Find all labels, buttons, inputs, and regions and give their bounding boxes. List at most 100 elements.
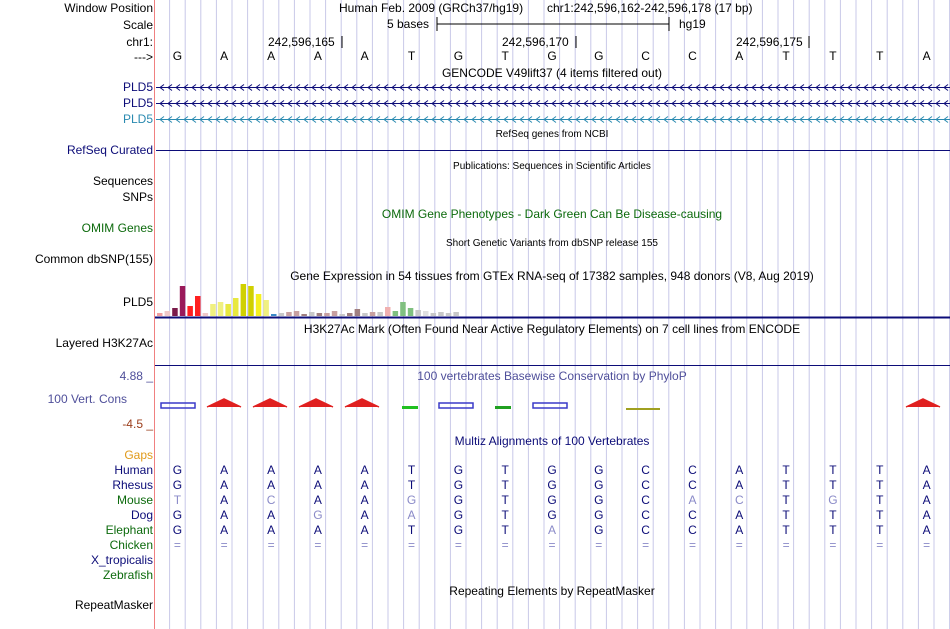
rhesus-aligned-base: G [172,478,183,492]
human-aligned-base: G [594,463,604,477]
gtex-tissue-bar [225,304,231,316]
publications-track-title: Publications: Sequences in Scientific Ar… [453,161,651,172]
gencode-pld5-label-2[interactable]: PLD5 [122,96,153,110]
gtex-tissue-bar [415,310,421,316]
elephant-aligned-base: T [782,523,790,537]
gtex-tissue-bar [407,308,414,316]
reference-base: T [876,49,884,63]
reference-base: T [782,49,790,63]
gtex-tissue-bar [331,311,338,316]
gencode-pld5-label-3[interactable]: PLD5 [122,112,153,126]
cons-min-label: -4.5 _ [122,417,153,431]
strand-arrow-label: ---> [134,50,153,64]
phylop-negative-score [160,402,196,409]
dog-aligned-base: A [735,508,744,522]
mouse-aligned-base: G [828,493,838,507]
chicken-aligned-base: = [267,538,275,552]
gtex-tissue-bar [271,314,277,316]
gencode-track-title: GENCODE V49lift37 (4 items filtered out) [441,66,663,80]
gtex-tissue-bar [210,304,216,316]
dog-aligned-base: G [453,508,464,522]
rhesus-aligned-base: T [829,478,837,492]
human-aligned-base: T [876,463,884,477]
human-aligned-base: T [829,463,837,477]
mouse-aligned-base: A [922,493,931,507]
coordinate-tick-3: 242,596,175 [736,35,803,49]
gtex-tissue-bar [377,312,383,316]
refseq-track-title: RefSeq genes from NCBI [495,129,609,140]
species-zebrafish-label: Zebrafish [102,568,153,582]
layered-h3k27ac-label[interactable]: Layered H3K27Ac [55,336,153,350]
elephant-aligned-base: T [407,523,416,537]
elephant-aligned-base: A [547,523,557,537]
chicken-aligned-base: = [829,538,837,552]
rhesus-aligned-base: T [501,478,509,492]
gtex-tissue-bar [172,308,178,316]
chicken-aligned-base: = [688,538,697,552]
chicken-aligned-base: = [595,538,603,552]
omim-genes-label[interactable]: OMIM Genes [81,221,153,235]
rhesus-aligned-base: A [220,478,229,492]
repeatmasker-label[interactable]: RepeatMasker [74,598,153,612]
human-aligned-base: G [172,463,183,477]
elephant-aligned-base: T [501,523,509,537]
elephant-aligned-base: G [172,523,183,537]
mouse-aligned-base: A [313,493,322,507]
window-position-value: chr1:242,596,162-242,596,178 (17 bp) [547,1,753,15]
phylop-low-score [626,408,660,410]
phylop-negative-score [532,402,568,409]
mouse-aligned-base: T [501,493,509,507]
rhesus-aligned-base: T [782,478,790,492]
chicken-aligned-base: = [501,538,509,552]
reference-base: G [453,49,464,63]
gencode-pld5-label-1[interactable]: PLD5 [122,80,153,94]
mouse-aligned-base: T [876,493,884,507]
dog-aligned-base: T [501,508,509,522]
snps-label[interactable]: SNPs [122,190,153,204]
gtex-tissue-bar [286,312,292,316]
human-aligned-base: T [501,463,509,477]
gtex-tissue-bar [293,311,300,316]
human-aligned-base: A [313,463,322,477]
gtex-tissue-bar [362,313,368,316]
scale-label: Scale [122,18,153,32]
human-aligned-base: T [407,463,416,477]
phylop-positive-score [298,398,334,408]
chicken-aligned-base: = [220,538,228,552]
gtex-tissue-bar [339,314,345,316]
gtex-tissue-bar [423,311,429,316]
rhesus-aligned-base: G [453,478,464,492]
chicken-aligned-base: = [876,538,884,552]
refseq-curated-label[interactable]: RefSeq Curated [66,143,153,157]
rhesus-aligned-base: G [547,478,557,492]
sequences-label[interactable]: Sequences [92,174,153,188]
gencode-pld5-transcript-1-arrows [159,84,949,91]
elephant-aligned-base: A [922,523,931,537]
mouse-aligned-base: G [453,493,464,507]
elephant-aligned-base: C [688,523,697,537]
mouse-aligned-base: C [641,493,650,507]
gtex-tissue-bar [400,302,406,316]
elephant-aligned-base: A [267,523,276,537]
coordinate-tick-2: 242,596,170 [502,35,569,49]
human-aligned-base: A [220,463,229,477]
window-position-label: Window Position [64,1,153,15]
reference-base: T [829,49,837,63]
gtex-tissue-bar [385,307,391,316]
mouse-aligned-base: A [688,493,697,507]
vert-cons-label[interactable]: 100 Vert. Cons [47,392,127,406]
h3k27ac-track-title: H3K27Ac Mark (Often Found Near Active Re… [303,322,801,336]
species-xtropicalis-label: X_tropicalis [90,553,153,567]
dog-aligned-base: C [688,508,697,522]
dbsnp-track-title: Short Genetic Variants from dbSNP releas… [446,238,658,249]
elephant-aligned-base: A [313,523,322,537]
gtex-pld5-label[interactable]: PLD5 [122,295,153,309]
reference-base: A [220,49,229,63]
common-dbsnp-label[interactable]: Common dbSNP(155) [34,252,153,266]
mouse-aligned-base: G [547,493,557,507]
gtex-tissue-bar [240,284,247,316]
gtex-tissue-bar [157,313,163,316]
phylop-positive-score [206,398,242,408]
gtex-tissue-bar [453,312,459,316]
